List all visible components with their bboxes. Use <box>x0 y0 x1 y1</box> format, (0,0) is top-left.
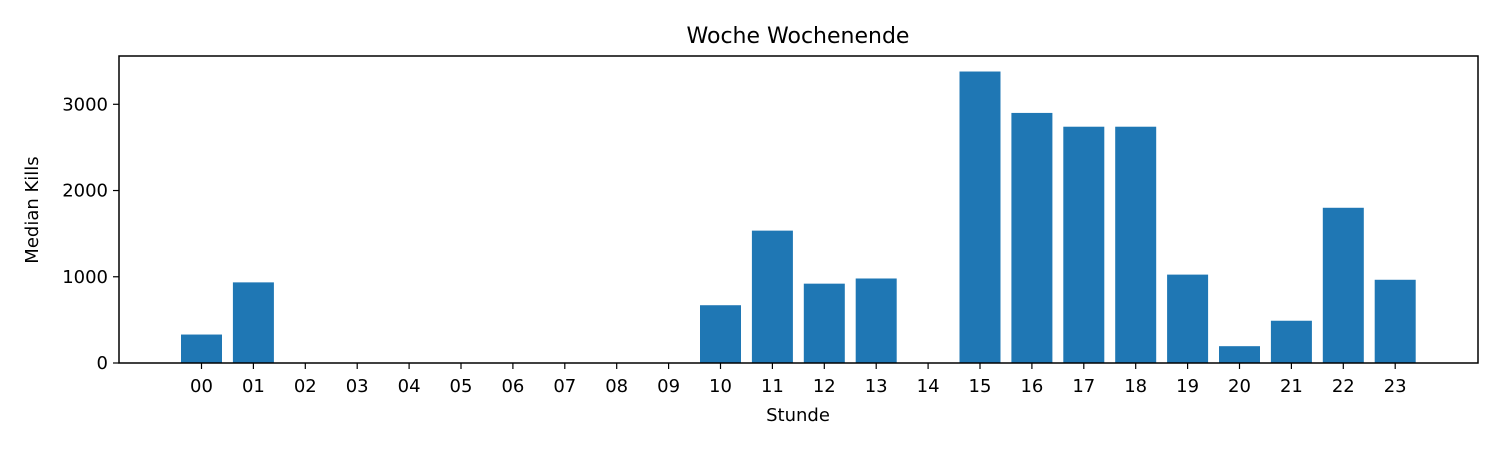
bar-00 <box>181 334 222 363</box>
x-tick-label: 18 <box>1124 376 1147 397</box>
x-tick-label: 04 <box>398 376 421 397</box>
x-tick-label: 09 <box>657 376 680 397</box>
bar-01 <box>232 282 274 363</box>
x-tick-label: 23 <box>1384 376 1407 397</box>
x-tick-label: 13 <box>865 376 888 397</box>
bar-13 <box>855 278 897 363</box>
bar-15 <box>959 71 1001 364</box>
x-tick-label: 17 <box>1072 376 1095 397</box>
bar-11 <box>751 230 793 363</box>
bar-17 <box>1063 126 1105 364</box>
bar-18 <box>1115 126 1157 364</box>
bar-21 <box>1270 320 1312 363</box>
y-tick-label: 1000 <box>62 267 108 288</box>
bars-group <box>181 71 1416 364</box>
bar-10 <box>700 305 741 363</box>
y-axis-label: Median Kills <box>22 156 43 263</box>
x-tick-label: 07 <box>553 376 576 397</box>
x-tick-label: 14 <box>917 376 940 397</box>
x-tick-label: 22 <box>1332 376 1355 397</box>
x-tick-label: 15 <box>969 376 992 397</box>
plot-frame <box>118 55 1479 364</box>
x-tick-label: 03 <box>346 376 369 397</box>
x-tick-label: 08 <box>605 376 628 397</box>
bar-20 <box>1219 346 1260 363</box>
x-tick-label: 10 <box>709 376 732 397</box>
chart-title: Woche Wochenende <box>687 24 910 49</box>
x-tick-label: 06 <box>501 376 524 397</box>
x-tick-label: 16 <box>1020 376 1043 397</box>
y-tick-label: 2000 <box>62 181 108 202</box>
bar-16 <box>1011 112 1053 363</box>
y-ticks-group: 0 1000 2000 3000 <box>62 94 119 374</box>
bar-22 <box>1322 207 1364 363</box>
y-tick-label: 3000 <box>62 94 108 115</box>
x-tick-label: 21 <box>1280 376 1303 397</box>
x-tick-label: 12 <box>813 376 836 397</box>
bar-23 <box>1374 279 1416 363</box>
x-axis-label: Stunde <box>766 405 830 426</box>
y-tick-label: 0 <box>97 353 108 374</box>
bar-19 <box>1167 274 1209 363</box>
bar-12 <box>803 283 845 363</box>
x-tick-label: 00 <box>190 376 213 397</box>
x-tick-label: 20 <box>1228 376 1251 397</box>
x-tick-label: 11 <box>761 376 784 397</box>
x-ticks-group: 00 01 02 03 04 05 06 07 08 09 10 11 12 13 14 15 16 17 18 19… <box>190 363 1407 397</box>
x-tick-label: 02 <box>294 376 317 397</box>
x-tick-label: 19 <box>1176 376 1199 397</box>
x-tick-label: 05 <box>450 376 473 397</box>
x-tick-label: 01 <box>242 376 265 397</box>
